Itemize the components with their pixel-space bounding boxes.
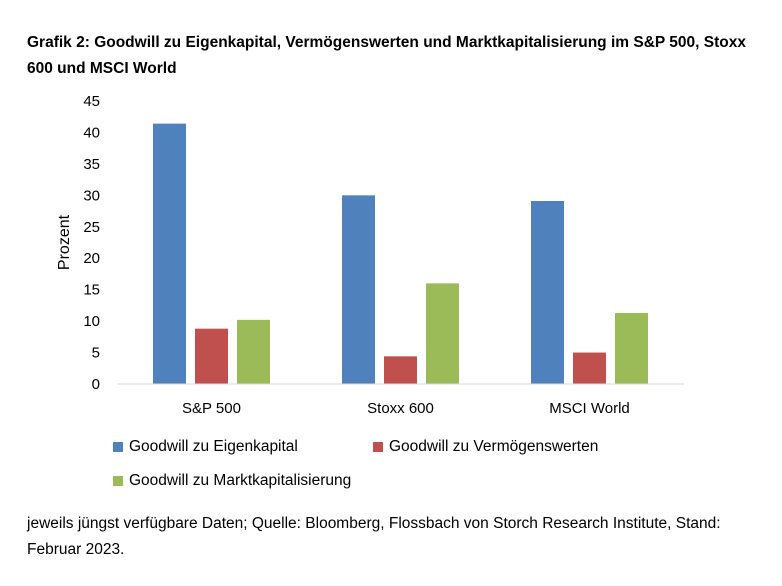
- y-axis-label: Prozent: [56, 214, 73, 270]
- bar: [384, 356, 417, 384]
- legend-swatch: [113, 442, 123, 452]
- legend-label: Goodwill zu Marktkapitalisierung: [129, 472, 352, 489]
- bar: [342, 195, 375, 384]
- y-tick-label: 30: [83, 187, 100, 204]
- x-tick-label: Stoxx 600: [367, 400, 434, 417]
- y-axis-ticks: 0 5 10 15 20 25 30 35 40 45: [83, 93, 100, 393]
- y-tick-label: 0: [92, 376, 100, 393]
- bars: [153, 123, 648, 384]
- bar: [195, 328, 228, 384]
- legend-item: Goodwill zu Marktkapitalisierung: [113, 472, 351, 490]
- legend-label: Goodwill zu Vermögenswerten: [389, 438, 599, 455]
- y-tick-label: 5: [92, 345, 100, 362]
- x-tick-label: S&P 500: [182, 400, 241, 417]
- y-tick-label: 25: [83, 219, 100, 236]
- bar: [237, 319, 270, 384]
- x-axis-ticks: S&P 500 Stoxx 600 MSCI World: [182, 400, 630, 417]
- bar: [573, 352, 606, 384]
- bar: [426, 283, 459, 384]
- source-note: jeweils jüngst verfügbare Daten; Quelle:…: [27, 515, 721, 558]
- y-tick-label: 45: [83, 93, 100, 110]
- bar: [153, 123, 186, 384]
- y-tick-label: 10: [83, 313, 100, 330]
- y-tick-label: 35: [83, 156, 100, 173]
- y-tick-label: 40: [83, 124, 100, 141]
- legend-swatch: [373, 442, 383, 452]
- chart-title: Grafik 2: Goodwill zu Eigenkapital, Verm…: [27, 34, 746, 77]
- bar: [615, 312, 648, 384]
- bar: [531, 200, 564, 384]
- legend-swatch: [113, 476, 123, 486]
- y-tick-label: 15: [83, 282, 100, 299]
- legend-item: Goodwill zu Eigenkapital: [113, 438, 298, 456]
- legend-item: Goodwill zu Vermögenswerten: [373, 438, 598, 456]
- x-tick-label: MSCI World: [549, 400, 630, 417]
- y-tick-label: 20: [83, 250, 100, 267]
- legend-label: Goodwill zu Eigenkapital: [129, 438, 298, 455]
